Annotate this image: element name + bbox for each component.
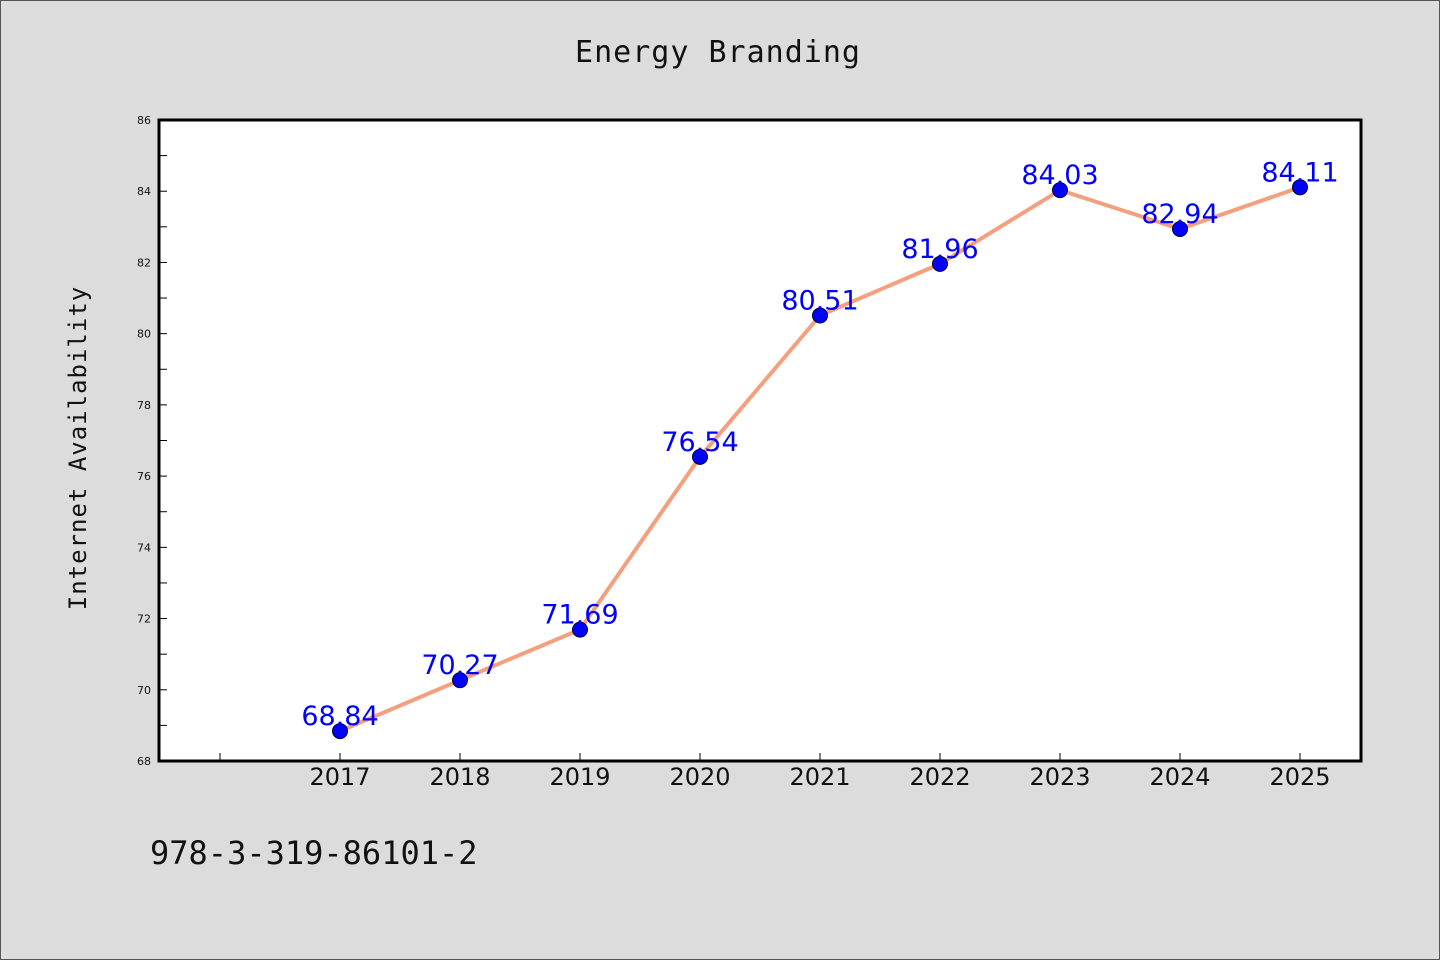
x-tick-label: 2019 bbox=[549, 763, 610, 791]
data-point bbox=[332, 723, 348, 740]
data-label: 70.27 bbox=[421, 650, 498, 681]
x-tick-label: 2020 bbox=[669, 763, 730, 791]
y-axis: 68 70 72 74 76 78 80 82 84 86 bbox=[137, 114, 167, 768]
data-label: 80.51 bbox=[781, 286, 858, 317]
y-tick-label: 74 bbox=[137, 541, 151, 554]
x-tick-label: 2025 bbox=[1269, 763, 1330, 791]
y-axis-label: Internet Availability bbox=[64, 286, 92, 610]
x-tick-label: 2018 bbox=[429, 763, 490, 791]
x-tick-label: 2017 bbox=[309, 763, 370, 791]
series-markers bbox=[332, 179, 1308, 740]
y-tick-label: 80 bbox=[137, 328, 151, 341]
data-label: 82.94 bbox=[1141, 199, 1218, 230]
plot-area bbox=[157, 118, 1363, 763]
data-label: 76.54 bbox=[661, 427, 738, 458]
x-tick-label: 2024 bbox=[1149, 763, 1210, 791]
data-point bbox=[932, 255, 948, 272]
x-tick-label: 2021 bbox=[789, 763, 850, 791]
data-point bbox=[452, 672, 468, 689]
data-label: 84.03 bbox=[1021, 160, 1098, 191]
data-label: 71.69 bbox=[541, 600, 618, 631]
chart-title: Energy Branding bbox=[575, 35, 861, 70]
x-tick-label: 2022 bbox=[909, 763, 970, 791]
data-labels: 68.84 70.27 71.69 76.54 80.51 81.96 84.03 82.94… bbox=[301, 157, 1338, 732]
y-tick-label: 86 bbox=[137, 114, 151, 127]
y-tick-label: 82 bbox=[137, 256, 151, 269]
data-point bbox=[1172, 220, 1188, 237]
data-label: 68.84 bbox=[301, 701, 378, 732]
footer-isbn: 978-3-319-86101-2 bbox=[150, 834, 478, 872]
y-tick-label: 72 bbox=[137, 613, 151, 626]
y-tick-label: 78 bbox=[137, 399, 151, 412]
data-point bbox=[692, 448, 708, 465]
data-point bbox=[812, 307, 828, 324]
data-label: 84.11 bbox=[1261, 157, 1338, 188]
data-point bbox=[1052, 182, 1068, 199]
x-axis: 2017 2018 2019 2020 2021 2022 2023 2024 2025 bbox=[219, 753, 1331, 791]
y-tick-label: 70 bbox=[137, 684, 151, 697]
y-tick-label: 84 bbox=[137, 185, 151, 198]
y-tick-label: 76 bbox=[137, 470, 151, 483]
data-label: 81.96 bbox=[901, 234, 978, 265]
data-point bbox=[572, 621, 588, 638]
y-tick-label: 68 bbox=[137, 755, 151, 768]
data-point bbox=[1292, 179, 1308, 196]
x-tick-label: 2023 bbox=[1029, 763, 1090, 791]
